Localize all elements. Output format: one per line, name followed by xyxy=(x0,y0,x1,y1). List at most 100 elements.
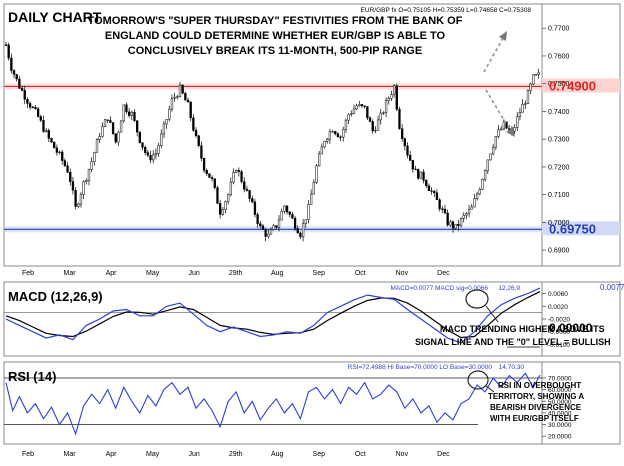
candle-body xyxy=(342,129,345,138)
rsi-highlight-circle xyxy=(467,370,489,390)
candle-body xyxy=(481,178,484,190)
annotation-line-3: CONCLUSIVELY BREAK ITS 11-MONTH, 500-PIP… xyxy=(128,45,422,57)
resistance-label-bg xyxy=(542,78,620,93)
macd-last-value: 0.0077 xyxy=(600,283,624,292)
candle-body xyxy=(382,112,385,114)
candle-body xyxy=(513,127,516,132)
candle-body xyxy=(355,105,358,110)
rsi-ytick-label: 40.0000 xyxy=(548,410,572,417)
candle-body xyxy=(66,165,69,173)
candle-body xyxy=(235,170,238,173)
candle-body xyxy=(384,100,388,114)
candle-body xyxy=(152,154,155,161)
arrow-up-head xyxy=(499,31,507,41)
candle-body xyxy=(309,193,313,205)
candle-body xyxy=(339,136,342,138)
candle-body xyxy=(256,214,259,224)
macd-ytick-label: 0.0020 xyxy=(548,304,568,311)
candle-body xyxy=(79,193,83,205)
candle-body xyxy=(168,108,171,120)
candle-body xyxy=(470,206,473,210)
arrow-down-head xyxy=(506,127,515,137)
x-month-label: Oct xyxy=(355,451,366,458)
candle-body xyxy=(334,131,337,135)
candle-body xyxy=(272,225,275,230)
rsi-axis-frame xyxy=(541,361,621,445)
macd-callout-line xyxy=(485,305,499,323)
candle-body xyxy=(422,171,425,181)
x-month-label: May xyxy=(146,451,160,458)
x-month-label: Jun xyxy=(189,270,200,277)
macd-annotation-line-2: SIGNAL LINE AND THE "0" LEVEL = BULLISH xyxy=(415,337,611,347)
candle-body xyxy=(251,198,254,203)
candle-body xyxy=(275,225,278,228)
annotation-line-1: TOMORROW'S "SUPER THURSDAY" FESTIVITIES … xyxy=(88,15,463,27)
candle-body xyxy=(392,85,396,95)
candle-body xyxy=(114,133,117,143)
x-month-label: Mar xyxy=(64,270,77,277)
candle-body xyxy=(202,158,206,171)
rsi-ytick-label: 20.0000 xyxy=(548,434,572,441)
candle-body xyxy=(489,153,492,161)
candle-body xyxy=(15,74,18,80)
candle-body xyxy=(518,112,522,117)
candle-body xyxy=(350,113,353,115)
candle-body xyxy=(411,160,415,170)
macd-ytick-label: 0.0060 xyxy=(548,291,568,298)
candle-body xyxy=(366,106,369,119)
candle-body xyxy=(467,208,471,214)
candle-body xyxy=(221,209,224,215)
macd-line xyxy=(5,287,541,344)
candle-body xyxy=(218,203,222,215)
candle-body xyxy=(149,154,152,161)
candle-body xyxy=(224,201,227,210)
candle-body xyxy=(26,99,29,104)
rsi-yticks: 70.0000 60.0000 50.0000 40.0000 30.0000 20.00… xyxy=(542,375,572,441)
macd-params: 12,26,9 xyxy=(498,285,520,292)
candle-body xyxy=(264,229,267,237)
price-ytick-label: 0.7200 xyxy=(548,164,570,171)
candle-body xyxy=(154,153,158,156)
macd-yticks: 0.0060 0.0020 -0.0020 -0.0060 -0.0100 xyxy=(542,291,570,349)
candle-body xyxy=(178,84,182,97)
candle-body xyxy=(18,78,21,89)
candle-body xyxy=(184,93,187,101)
candle-body xyxy=(318,153,321,167)
candle-body xyxy=(449,221,452,226)
x-month-label: Aug xyxy=(271,270,284,277)
candle-body xyxy=(136,120,139,133)
support-label: 0.69750 xyxy=(549,221,596,236)
candle-body xyxy=(245,188,249,191)
rsi-header: RSI=72.4988 Hi Base=70.0000 LO Base=30.0… xyxy=(348,364,493,371)
candle-body xyxy=(197,135,200,146)
ohlc-header: EUR/GBP fx O=0.75105 H=0.75359 L=0.74658… xyxy=(361,7,532,14)
price-ytick-label: 0.6900 xyxy=(548,248,570,255)
rsi-callout-line xyxy=(485,385,495,393)
candle-body xyxy=(344,119,348,130)
candle-body xyxy=(141,142,144,148)
candle-body xyxy=(261,225,265,231)
candle-body xyxy=(283,205,286,212)
x-month-label: Dec xyxy=(437,451,450,458)
candle-body xyxy=(521,103,524,113)
macd-ytick-label: -0.0020 xyxy=(548,317,570,324)
rsi-line xyxy=(5,372,541,436)
macd-ytick-label: -0.0100 xyxy=(548,342,570,349)
price-yticks: 0.7700 0.7600 0.7500 0.7400 0.7300 0.7200 0.71… xyxy=(542,26,570,255)
price-ytick-label: 0.7400 xyxy=(548,109,570,116)
x-month-label: Apr xyxy=(106,270,118,277)
candle-body xyxy=(23,90,26,100)
candle-body xyxy=(475,193,479,199)
candle-body xyxy=(122,104,125,122)
candle-body xyxy=(497,129,500,137)
candle-body xyxy=(237,170,241,172)
macd-highlight-circle xyxy=(465,289,489,309)
candle-body xyxy=(500,128,503,131)
candle-body xyxy=(526,90,530,104)
candle-body xyxy=(69,172,72,182)
candle-body xyxy=(358,104,361,107)
candle-body xyxy=(457,223,460,227)
candle-body xyxy=(398,109,401,129)
candle-body xyxy=(162,123,166,135)
x-month-label: 29th xyxy=(229,451,243,458)
